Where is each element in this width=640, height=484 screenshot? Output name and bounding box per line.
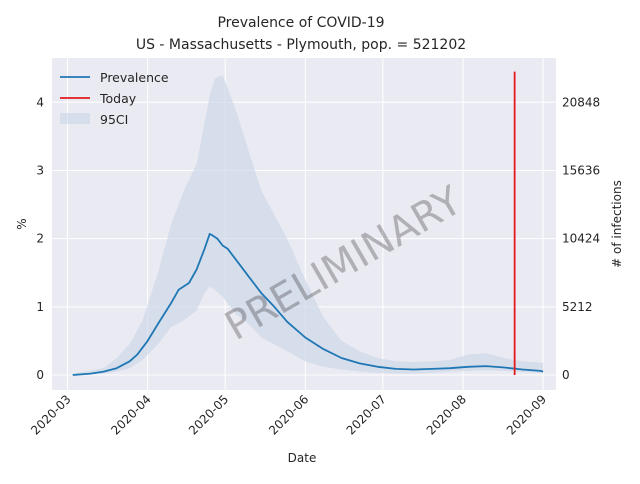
y-tick-labels: 0 1 2 3 4	[36, 95, 44, 382]
legend-label-prevalence: Prevalence	[100, 70, 169, 85]
x-tick-label: 2020-09	[504, 392, 549, 437]
y-right-tick-labels: 0 5212 10424 15636 20848	[562, 95, 600, 382]
y-right-tick-label: 20848	[562, 95, 600, 109]
y-tick-label: 4	[36, 95, 44, 109]
y-axis-label-right: # of infections	[610, 180, 624, 268]
ci95-band	[72, 75, 544, 375]
y-right-tick-label: 15636	[562, 163, 600, 177]
x-tick-labels: 2020-03 2020-04 2020-05 2020-06 2020-07 2020-…	[28, 392, 549, 437]
legend-swatch-95ci	[60, 113, 90, 124]
legend: Prevalence Today 95CI	[60, 70, 169, 127]
x-tick-label: 2020-05	[186, 392, 231, 437]
y-tick-label: 0	[36, 368, 44, 382]
ci-band-layer	[72, 75, 544, 375]
y-tick-label: 1	[36, 300, 44, 314]
y-right-tick-label: 5212	[562, 300, 593, 314]
y-right-tick-label: 10424	[562, 232, 600, 246]
y-right-tick-label: 0	[562, 368, 570, 382]
series-line-prevalence	[72, 232, 544, 376]
legend-label-95ci: 95CI	[100, 112, 128, 127]
series-layer	[72, 71, 544, 376]
x-tick-label: 2020-03	[28, 392, 73, 437]
x-axis-label: Date	[288, 451, 317, 465]
legend-label-today: Today	[99, 91, 137, 106]
chart-title-line1: Prevalence of COVID-19	[217, 15, 384, 31]
x-tick-label: 2020-04	[108, 392, 153, 437]
y-tick-label: 2	[36, 232, 44, 246]
y-axis-label: %	[15, 218, 29, 229]
x-tick-label: 2020-07	[344, 392, 389, 437]
chart-title-line2: US - Massachusetts - Plymouth, pop. = 52…	[136, 37, 466, 53]
y-tick-label: 3	[36, 163, 44, 177]
x-tick-label: 2020-08	[424, 392, 469, 437]
x-tick-label: 2020-06	[266, 392, 311, 437]
